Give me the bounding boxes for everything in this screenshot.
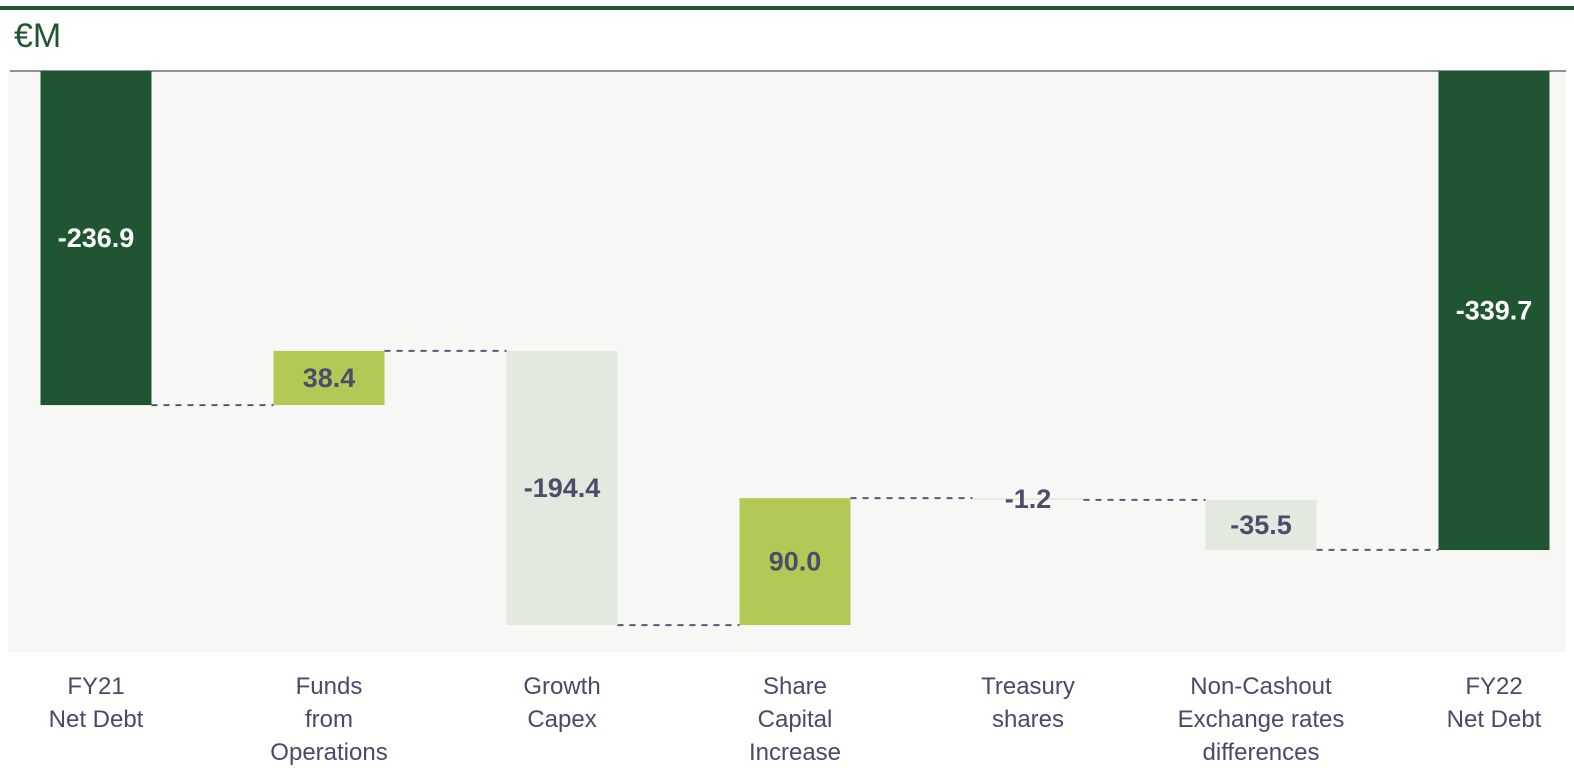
- x-tick-label: FY21 Net Debt: [48, 673, 144, 733]
- top-rule: [0, 6, 1574, 10]
- value-label: -35.5: [1230, 510, 1292, 540]
- bar: [40, 71, 152, 406]
- bar: [273, 350, 385, 406]
- value-label: -339.7: [1456, 296, 1533, 326]
- value-label: -194.4: [524, 473, 601, 503]
- value-label: 90.0: [769, 547, 822, 577]
- bar: [972, 498, 1084, 500]
- x-tick-label: Non-Cashout Exchange rates differences: [1177, 673, 1345, 766]
- bar: [506, 350, 618, 626]
- bar: [739, 498, 851, 626]
- x-tick-label: Funds from Operations: [270, 673, 388, 766]
- x-tick-label: Share Capital Increase: [748, 673, 842, 766]
- x-tick-label: FY22 Net Debt: [1446, 673, 1542, 733]
- value-label: -236.9: [58, 223, 135, 253]
- x-tick-label: Growth Capex: [523, 673, 601, 733]
- value-label: -1.2: [1005, 484, 1052, 514]
- value-label: 38.4: [303, 363, 356, 393]
- unit-label: €M: [14, 17, 61, 55]
- bar: [1205, 499, 1317, 550]
- bar: [1438, 71, 1550, 551]
- x-tick-label: Treasury shares: [981, 673, 1075, 733]
